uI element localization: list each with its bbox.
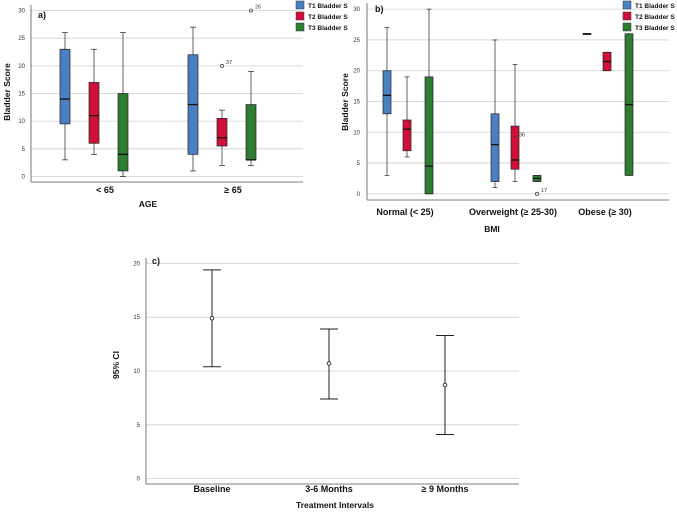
y-tick-label: 25	[353, 38, 360, 44]
y-tick-label: 10	[353, 130, 360, 136]
legend-label: T2 Bladder S	[308, 14, 348, 21]
outlier-label: 26	[255, 5, 261, 11]
x-category-label: < 65	[96, 185, 114, 195]
x-axis-title: AGE	[139, 199, 158, 209]
y-axis-title: Bladder Score	[2, 63, 12, 121]
box	[117, 93, 129, 172]
box	[59, 48, 71, 125]
legend-swatch	[622, 0, 632, 10]
y-tick-label: 5	[137, 423, 141, 429]
y-tick-label: 5	[357, 161, 361, 167]
box	[88, 82, 100, 144]
outlier-label: 36	[519, 132, 525, 138]
y-axis-title: 95% CI	[111, 351, 121, 379]
legend-label: T3 Bladder S	[308, 25, 348, 32]
legend-label: T2 Bladder S	[635, 14, 675, 21]
outlier-marker	[220, 63, 224, 68]
mean-point	[442, 382, 448, 388]
panel-label: c)	[152, 256, 160, 266]
y-tick-label: 10	[18, 119, 25, 125]
box	[490, 113, 500, 182]
x-category-label: ≥ 9 Months	[422, 484, 469, 494]
x-category-label: 3-6 Months	[305, 484, 353, 494]
legend-label: T1 Bladder S	[635, 3, 675, 10]
mean-point	[326, 361, 332, 366]
outlier-marker	[249, 8, 253, 13]
box	[510, 125, 520, 170]
y-tick-label: 20	[353, 69, 360, 75]
y-tick-label: 5	[22, 147, 26, 153]
box	[424, 76, 434, 195]
y-tick-label: 10	[133, 369, 140, 375]
x-category-label: Obese (≥ 30)	[578, 207, 631, 217]
outlier-marker: *	[513, 134, 516, 143]
legend-swatch	[622, 11, 632, 21]
box	[382, 70, 392, 115]
x-category-label: ≥ 65	[224, 185, 241, 195]
legend-label: T1 Bladder S	[308, 3, 348, 10]
x-category-label: Baseline	[193, 484, 230, 494]
y-tick-label: 30	[353, 7, 360, 13]
outlier-label: 17	[541, 188, 547, 194]
mean-point	[209, 316, 215, 321]
box	[245, 104, 257, 161]
x-category-label: Normal (< 25)	[376, 207, 433, 217]
y-tick-label: 20	[18, 64, 25, 70]
legend-swatch	[295, 11, 305, 21]
panel-label: b)	[375, 4, 384, 14]
y-tick-label: 15	[353, 100, 360, 106]
y-tick-label: 30	[18, 9, 25, 15]
legend-label: T3 Bladder S	[635, 25, 675, 32]
y-tick-label: 15	[18, 92, 25, 98]
x-category-label: Overweight (≥ 25-30)	[469, 207, 557, 217]
y-tick-label: 0	[22, 174, 26, 180]
x-axis-title: BMI	[484, 224, 500, 234]
panel-label: a)	[38, 10, 46, 20]
y-tick-label: 15	[133, 315, 140, 321]
box	[216, 118, 228, 147]
legend-swatch	[295, 0, 305, 10]
y-tick-label: 20	[133, 261, 140, 267]
outlier-marker	[535, 191, 539, 196]
box	[402, 119, 412, 152]
outlier-label: 37	[226, 60, 232, 66]
y-tick-label: 0	[137, 477, 141, 483]
x-axis-title: Treatment Intervals	[296, 500, 374, 510]
y-axis-title: Bladder Score	[340, 73, 350, 131]
legend-swatch	[295, 22, 305, 32]
y-tick-label: 25	[18, 36, 25, 42]
y-tick-label: 0	[357, 192, 361, 198]
legend-swatch	[622, 22, 632, 32]
